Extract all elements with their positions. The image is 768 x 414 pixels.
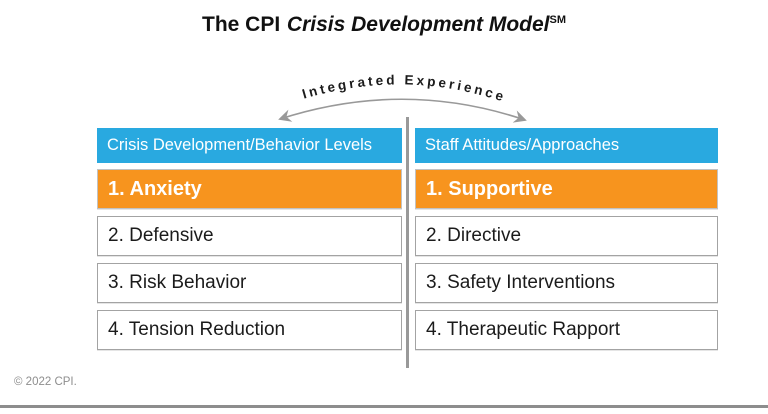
title-model-name: Crisis Development Model bbox=[286, 13, 550, 36]
row-directive: 2. Directive bbox=[415, 216, 718, 256]
row-anxiety: 1. Anxiety bbox=[97, 169, 402, 209]
column-divider bbox=[406, 117, 409, 368]
staff-attitudes-column: Staff Attitudes/Approaches 1. Supportive… bbox=[415, 128, 718, 357]
row-safety-interventions: 3. Safety Interventions bbox=[415, 263, 718, 303]
title-prefix: The CPI bbox=[202, 13, 281, 36]
column-header-left: Crisis Development/Behavior Levels bbox=[97, 128, 402, 163]
row-tension-reduction: 4. Tension Reduction bbox=[97, 310, 402, 350]
page-title: The CPI Crisis Development ModelSM bbox=[0, 13, 768, 37]
double-arrow-icon bbox=[278, 98, 527, 123]
crisis-development-column: Crisis Development/Behavior Levels 1. An… bbox=[97, 128, 402, 357]
integrated-experience-arc: Integrated Experience bbox=[278, 72, 527, 123]
row-therapeutic-rapport: 4. Therapeutic Rapport bbox=[415, 310, 718, 350]
row-defensive: 2. Defensive bbox=[97, 216, 402, 256]
title-servicemark: SM bbox=[549, 14, 566, 26]
column-header-right: Staff Attitudes/Approaches bbox=[415, 128, 718, 163]
row-supportive: 1. Supportive bbox=[415, 169, 718, 209]
bottom-divider bbox=[0, 405, 768, 408]
row-risk-behavior: 3. Risk Behavior bbox=[97, 263, 402, 303]
arc-label: Integrated Experience bbox=[300, 72, 508, 105]
copyright-notice: © 2022 CPI. bbox=[14, 376, 77, 388]
